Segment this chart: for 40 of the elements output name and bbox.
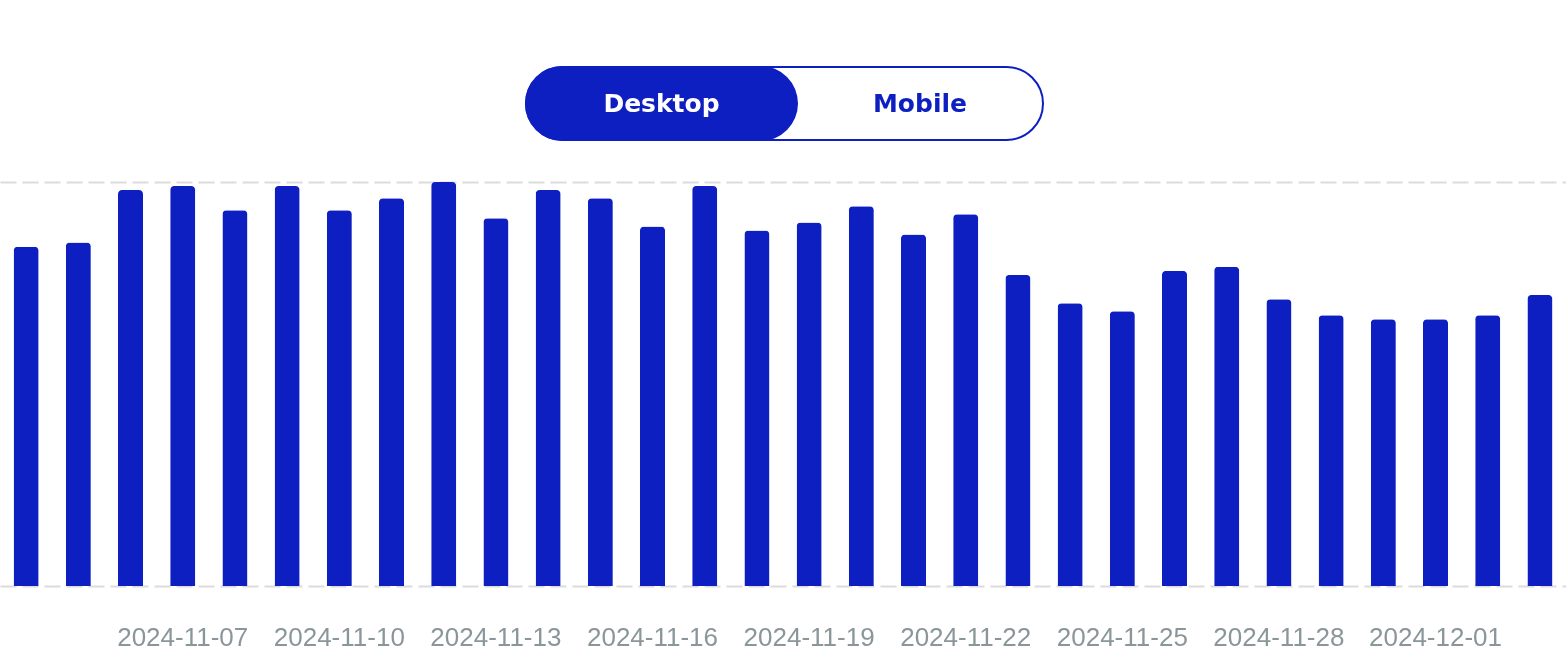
x-tick-label: 2024-11-13 xyxy=(430,621,562,652)
bar xyxy=(796,222,822,586)
bar xyxy=(1266,299,1292,586)
bar xyxy=(274,186,300,586)
bar xyxy=(535,190,561,586)
bar xyxy=(900,234,927,586)
bar xyxy=(1370,319,1396,586)
x-tick-label: 2024-11-25 xyxy=(1056,621,1188,652)
bar xyxy=(1527,295,1553,586)
bar xyxy=(1057,303,1083,586)
bar xyxy=(1214,266,1240,586)
x-tick-label: 2024-11-16 xyxy=(586,621,719,652)
bar xyxy=(326,210,352,586)
bar xyxy=(117,190,144,586)
bar xyxy=(744,230,770,586)
x-tick-label: 2024-11-22 xyxy=(900,621,1032,652)
bar xyxy=(1005,274,1031,586)
bar xyxy=(378,198,405,586)
bar xyxy=(170,186,196,586)
bar xyxy=(1109,311,1135,586)
segmented-toggle: Desktop Mobile xyxy=(525,66,1044,141)
x-tick-label: 2024-11-19 xyxy=(743,621,875,652)
bar xyxy=(1161,270,1188,586)
x-tick-label: 2024-11-28 xyxy=(1213,621,1345,652)
bar xyxy=(639,226,666,586)
bar xyxy=(692,186,718,586)
bar xyxy=(953,214,979,586)
bar xyxy=(587,198,613,586)
bar xyxy=(1318,315,1344,586)
x-tick-label: 2024-11-07 xyxy=(117,621,249,652)
bar xyxy=(1422,319,1449,586)
bar xyxy=(483,218,509,586)
bar xyxy=(848,206,874,586)
x-tick-label: 2024-11-10 xyxy=(273,621,405,652)
bar xyxy=(13,246,39,586)
bar xyxy=(1475,315,1501,586)
bar xyxy=(431,182,457,586)
bar xyxy=(65,242,91,586)
bar xyxy=(222,210,248,586)
x-tick-label: 2024-12-01 xyxy=(1369,621,1502,652)
